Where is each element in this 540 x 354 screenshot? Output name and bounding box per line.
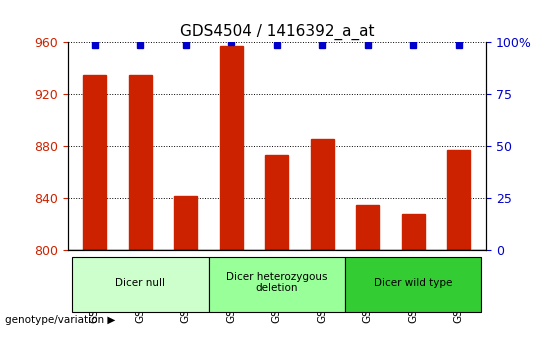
Bar xyxy=(447,150,470,250)
Title: GDS4504 / 1416392_a_at: GDS4504 / 1416392_a_at xyxy=(179,23,374,40)
Text: genotype/variation ▶: genotype/variation ▶ xyxy=(5,315,116,325)
Bar xyxy=(356,205,379,250)
Bar xyxy=(83,75,106,250)
Bar xyxy=(265,155,288,250)
Bar xyxy=(174,196,197,250)
Bar xyxy=(129,75,152,250)
FancyBboxPatch shape xyxy=(72,257,208,312)
Text: Dicer heterozygous
deletion: Dicer heterozygous deletion xyxy=(226,272,327,293)
Bar xyxy=(220,46,242,250)
Text: Dicer wild type: Dicer wild type xyxy=(374,278,453,287)
Bar xyxy=(402,214,424,250)
FancyBboxPatch shape xyxy=(345,257,482,312)
Bar xyxy=(311,138,334,250)
FancyBboxPatch shape xyxy=(208,257,345,312)
Text: Dicer null: Dicer null xyxy=(115,278,165,287)
